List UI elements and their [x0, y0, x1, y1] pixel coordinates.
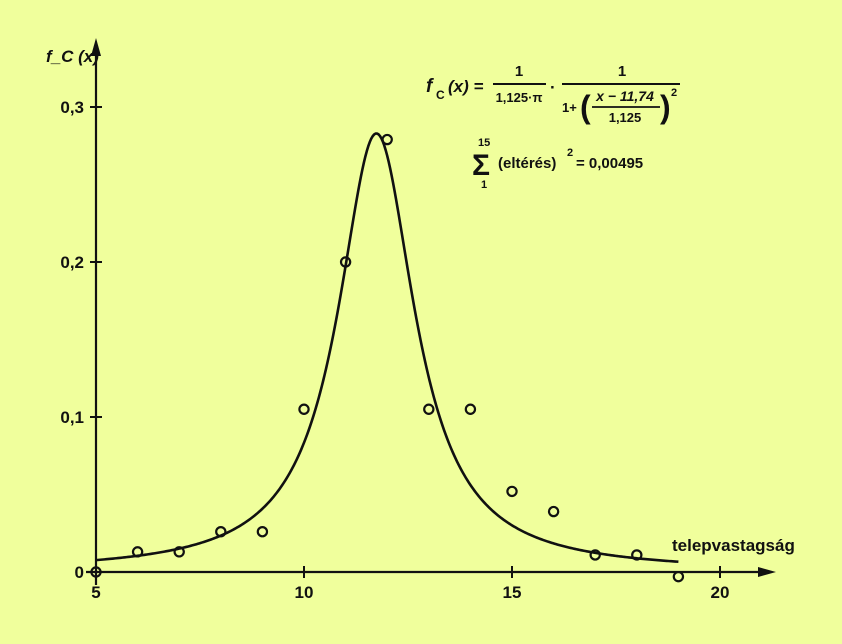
formula-annotation: f C (x) = 1 1,125·π · 1 1+ ( x − 11,74 1… [426, 63, 680, 191]
sum-result: = 0,00495 [576, 155, 643, 172]
fraction2-numerator: 1 [618, 63, 626, 80]
y-axis-title: f_C (x) [46, 47, 99, 66]
paren-left: ( [580, 89, 591, 125]
formula-lhs: f [426, 76, 434, 97]
sum-body: (eltérés) [498, 155, 556, 172]
data-point [215, 526, 227, 538]
fraction2-denominator-prefix: 1+ [562, 100, 577, 115]
sum-lower: 1 [481, 179, 487, 191]
data-point [339, 256, 352, 268]
y-tick-label: 0,1 [60, 408, 84, 427]
y-tick-label: 0,3 [60, 98, 84, 117]
x-axis-title: telepvastagság [672, 536, 795, 555]
data-point [423, 403, 435, 415]
data-point [547, 505, 560, 518]
formula-lhs-sub: C [436, 88, 445, 102]
x-tick-label: 5 [91, 583, 100, 602]
data-point [173, 546, 185, 558]
fraction1-denominator: 1,125·π [496, 90, 543, 105]
data-point [256, 526, 269, 538]
x-tick-label: 20 [711, 583, 730, 602]
data-point [589, 549, 601, 561]
data-point [90, 566, 102, 578]
x-tick-label: 10 [295, 583, 314, 602]
ticks: 5 10 15 20 0 0,1 0,2 0,3 [60, 98, 729, 602]
curve-layer [95, 132, 679, 564]
inner-denominator: 1,125 [609, 110, 642, 125]
axes [86, 38, 776, 585]
fraction1-numerator: 1 [515, 63, 523, 80]
sum-upper: 15 [478, 137, 490, 149]
paren-right: ) [660, 89, 671, 125]
y-axis-title-f: f_C (x) [46, 47, 99, 66]
sum-exponent: 2 [567, 147, 573, 159]
data-point [672, 570, 685, 583]
data-point [381, 133, 393, 146]
data-point [298, 403, 310, 415]
data-point [131, 546, 144, 558]
x-axis-arrow [758, 567, 776, 577]
inner-numerator: x − 11,74 [595, 88, 654, 104]
exponent: 2 [671, 87, 677, 99]
y-axis-arrow [91, 38, 101, 56]
sum-symbol: Σ [472, 149, 490, 182]
points-layer [90, 133, 685, 583]
data-point [464, 403, 477, 415]
y-tick-label: 0 [75, 563, 84, 582]
formula-dot: · [550, 78, 556, 97]
formula-arg: (x) = [448, 77, 484, 96]
y-tick-label: 0,2 [60, 253, 84, 272]
data-point [506, 485, 518, 498]
x-tick-label: 15 [503, 583, 522, 602]
fit-curve [95, 132, 679, 564]
data-point [631, 549, 643, 561]
